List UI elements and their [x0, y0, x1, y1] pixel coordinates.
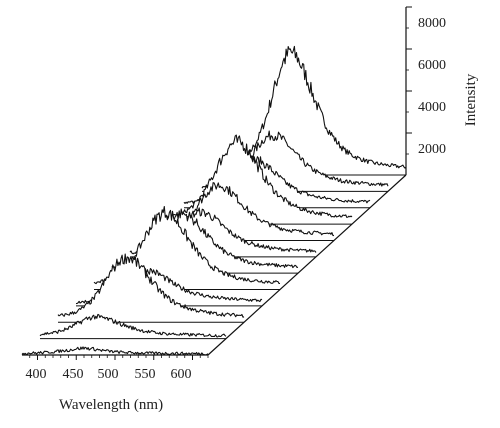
- trace-line: [39, 313, 227, 338]
- x-tick-label: 500: [98, 367, 119, 382]
- x-tick-label: 600: [171, 367, 192, 382]
- trace-line: [57, 253, 245, 318]
- x-tick-label: 550: [135, 367, 156, 382]
- axes: [22, 6, 412, 360]
- depth-axis-line: [207, 174, 407, 356]
- trace-line: [21, 346, 209, 356]
- spectrum-trace: [21, 346, 209, 356]
- spectra-traces: [21, 45, 407, 356]
- z-tick-label: 6000: [418, 58, 446, 73]
- z-tick-label: 8000: [418, 16, 446, 31]
- z-axis-title: Intensity: [463, 73, 479, 126]
- trace-line: [165, 134, 353, 220]
- x-tick-label: 450: [63, 367, 84, 382]
- x-tick-label: 400: [26, 367, 47, 382]
- spectrum-trace: [39, 313, 227, 340]
- z-tick-label: 2000: [418, 142, 446, 157]
- x-axis-title: Wavelength (nm): [59, 397, 163, 413]
- trace-line: [219, 45, 407, 171]
- z-tick-label: 4000: [418, 100, 446, 115]
- trace-fill: [58, 254, 244, 323]
